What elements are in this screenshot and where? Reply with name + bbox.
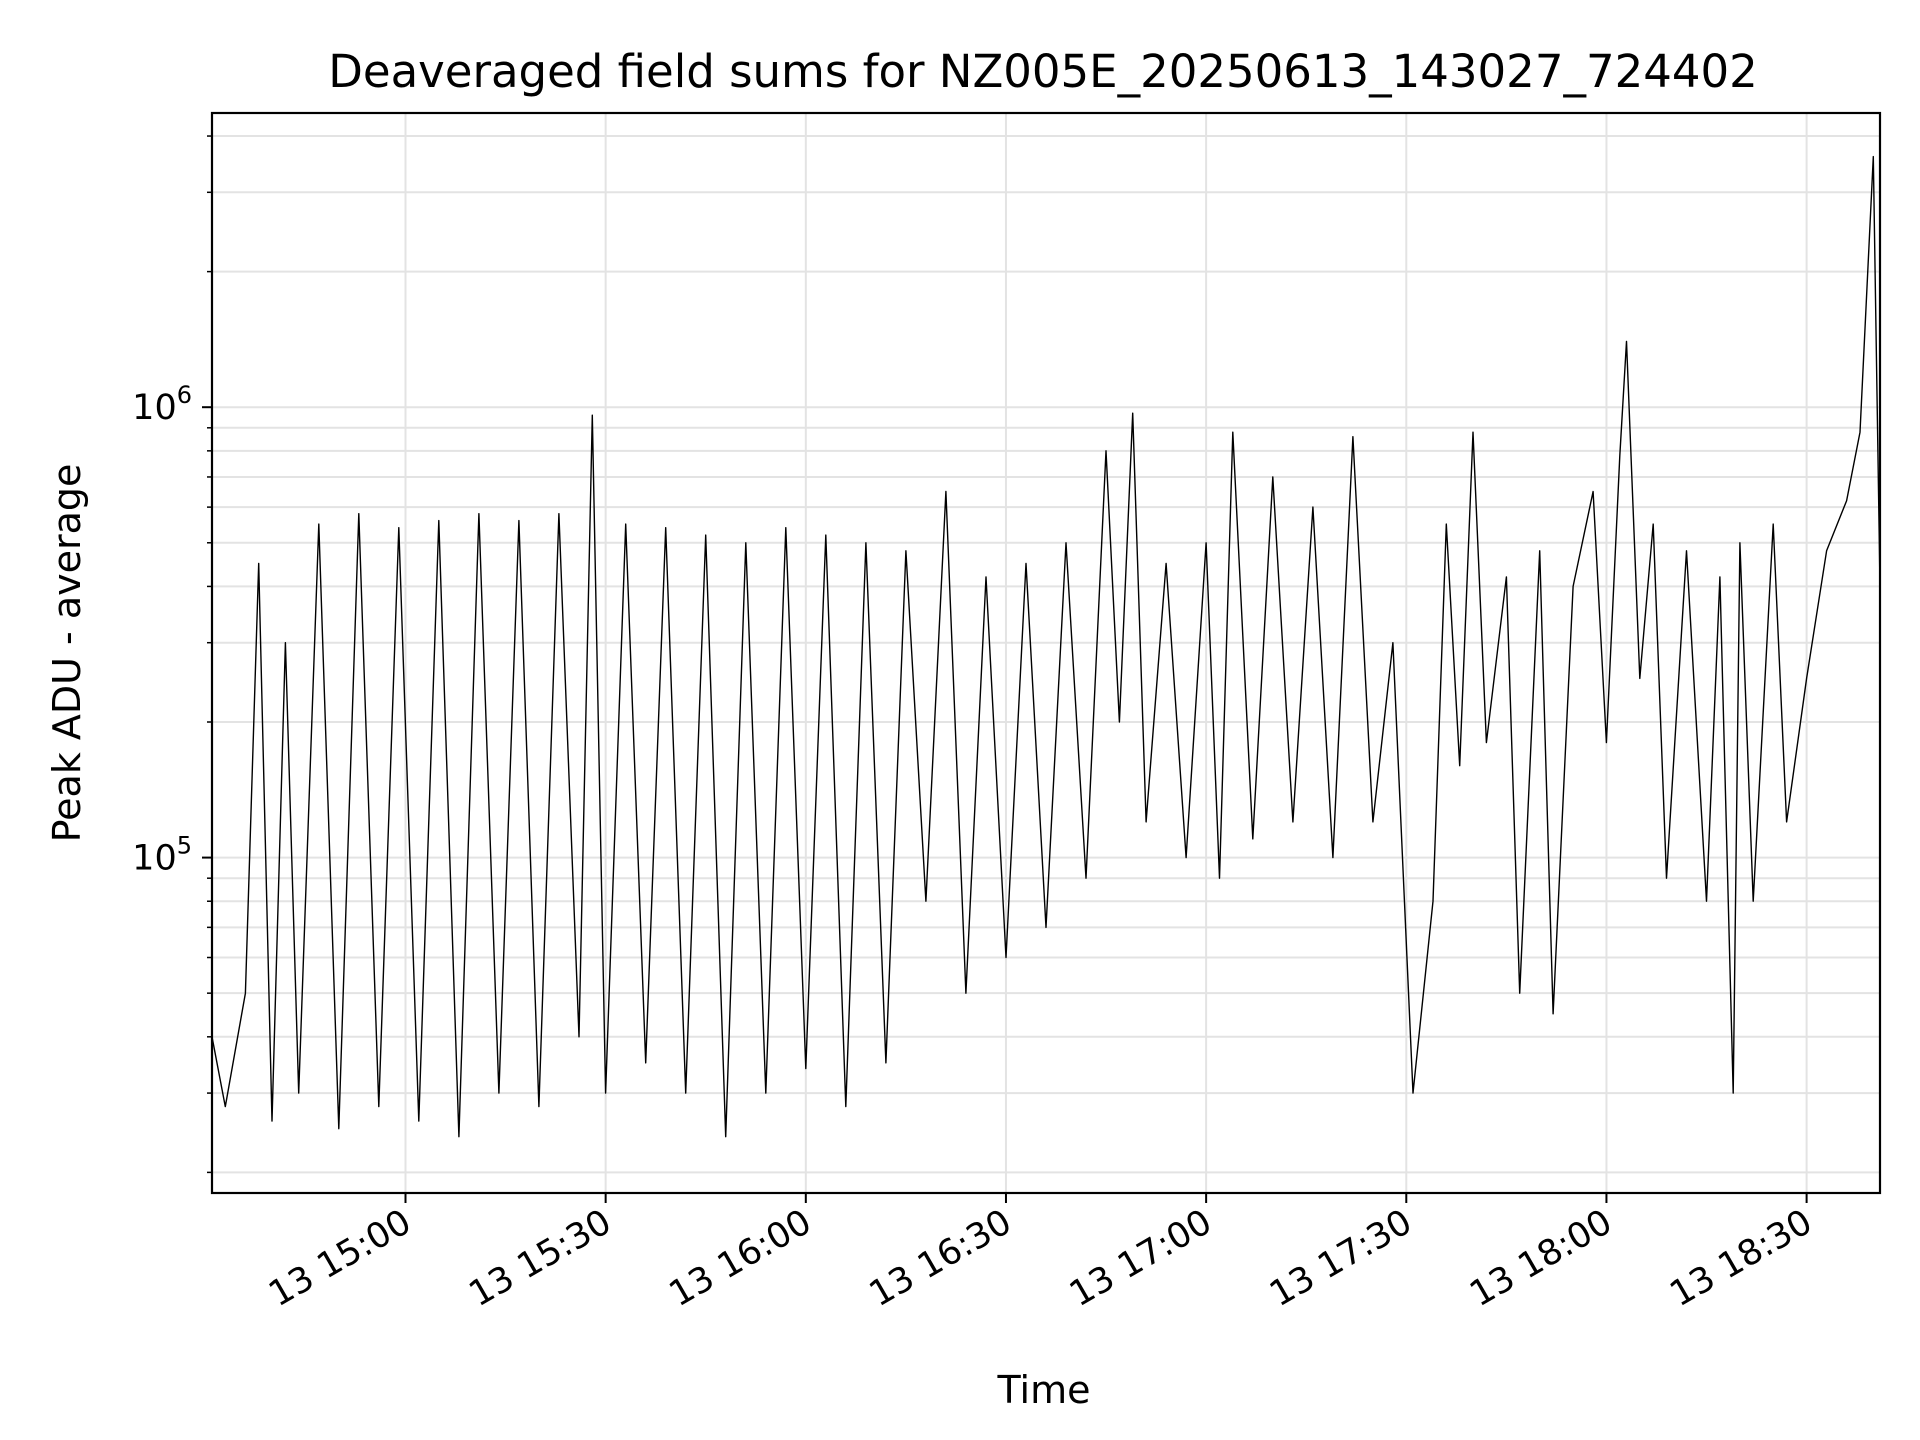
y-tick-base: 10 bbox=[132, 388, 177, 428]
plot-frame bbox=[210, 111, 1882, 1195]
x-axis-label: Time bbox=[997, 1368, 1091, 1412]
y-axis-label: Peak ADU - average bbox=[45, 464, 89, 843]
series-line-group bbox=[211, 155, 1881, 1138]
series-line bbox=[211, 155, 1881, 1138]
y-tick-exponent: 5 bbox=[177, 832, 192, 860]
y-tick-exponent: 6 bbox=[177, 381, 192, 409]
y-tick-base: 10 bbox=[132, 839, 177, 879]
grid-lines bbox=[212, 113, 1880, 1193]
y-tick-label: 105 bbox=[132, 832, 192, 879]
y-tick-label: 106 bbox=[132, 381, 192, 428]
chart-title: Deaveraged field sums for NZ005E_2025061… bbox=[328, 45, 1757, 98]
